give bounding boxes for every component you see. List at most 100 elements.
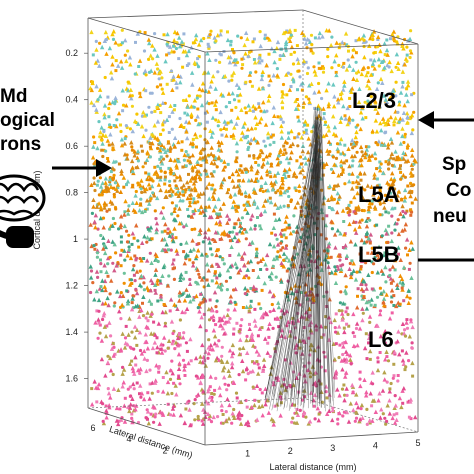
- neuron-point-l5a: [413, 159, 418, 164]
- neuron-point-l6: [207, 394, 213, 400]
- neuron-point-l5a: [100, 180, 105, 186]
- neuron-point-l5a: [375, 184, 379, 188]
- neuron-point-l5b: [113, 221, 117, 226]
- neuron-point-l5b: [383, 227, 388, 233]
- dendrite-line: [273, 150, 318, 397]
- neuron-point-l6: [408, 397, 414, 402]
- neuron-point-l5a: [393, 194, 397, 198]
- neuron-point-l23: [124, 58, 129, 64]
- neuron-point-l6: [410, 346, 414, 350]
- neuron-point-l5a: [215, 165, 219, 169]
- neuron-point-l5b: [192, 296, 196, 300]
- neuron-point-l5a: [278, 204, 283, 209]
- neuron-point-l5a: [335, 191, 340, 196]
- neuron-point-l6: [118, 407, 122, 411]
- neuron-point-l23: [97, 120, 101, 124]
- neuron-point-l6: [101, 317, 105, 322]
- neuron-point-l6: [354, 392, 359, 397]
- neuron-point-l5b: [375, 270, 380, 275]
- neuron-point-l6: [392, 374, 396, 378]
- neuron-point-l6: [145, 310, 150, 315]
- neuron-point-l5a: [260, 149, 265, 155]
- neuron-point-l5a: [252, 154, 256, 158]
- neuron-point-l5b: [404, 237, 410, 242]
- neuron-point-l5a: [240, 192, 243, 196]
- neuron-point-l5b: [138, 256, 142, 261]
- neuron-point-l23: [343, 114, 347, 118]
- neuron-point-l6: [376, 398, 381, 403]
- neuron-point-l6: [107, 320, 112, 325]
- neuron-point-l5b: [222, 233, 226, 237]
- neuron-point-l5b: [388, 268, 392, 272]
- neuron-point-l5a: [145, 152, 149, 156]
- dendrite-line: [277, 129, 321, 401]
- neuron-point-l5a: [176, 158, 181, 164]
- neuron-point-l5b: [198, 210, 203, 215]
- neuron-point-l5b: [394, 252, 400, 258]
- neuron-point-l23: [405, 53, 409, 57]
- neuron-point-l5a: [274, 191, 278, 195]
- neuron-point-l6: [260, 368, 266, 373]
- neuron-point-l6: [247, 326, 252, 332]
- neuron-point-l5b: [187, 214, 191, 218]
- neuron-point-l5b: [329, 270, 335, 275]
- neuron-point-l6: [259, 403, 265, 409]
- neuron-point-l23: [301, 100, 307, 105]
- neuron-point-l5a: [205, 141, 209, 145]
- neuron-point-l6: [101, 420, 107, 426]
- neuron-point-l5b: [108, 227, 112, 231]
- neuron-point-l6: [354, 416, 359, 420]
- neuron-point-l5a: [402, 140, 406, 145]
- neuron-point-l6: [168, 413, 173, 417]
- neuron-point-l6: [227, 348, 233, 353]
- neuron-point-l5a: [106, 157, 110, 160]
- neuron-point-l5b: [329, 255, 333, 259]
- neuron-point-l23: [309, 47, 314, 53]
- neuron-point-l6: [139, 391, 145, 396]
- neuron-point-l6: [240, 358, 245, 363]
- neuron-point-l5b: [217, 219, 223, 224]
- neuron-point-l5a: [255, 168, 260, 174]
- neuron-point-l23: [155, 102, 161, 107]
- neuron-point-l23: [305, 71, 310, 76]
- neuron-point-l23: [160, 76, 164, 80]
- neuron-point-l23: [152, 123, 157, 128]
- neuron-point-l6: [176, 366, 182, 372]
- neuron-point-l5b: [393, 228, 397, 232]
- neuron-point-l23: [280, 99, 285, 104]
- neuron-point-l5a: [98, 204, 104, 210]
- neuron-point-l6: [362, 377, 367, 382]
- neuron-point-l23: [268, 77, 273, 83]
- neuron-point-l5a: [286, 204, 290, 208]
- neuron-point-l5a: [409, 162, 415, 167]
- neuron-point-l5b: [347, 221, 352, 227]
- neuron-point-l6: [183, 374, 187, 377]
- neuron-point-l23: [209, 79, 214, 84]
- neuron-point-l23: [219, 53, 223, 57]
- neuron-point-l5b: [360, 306, 365, 311]
- neuron-point-l5b: [242, 285, 248, 291]
- neuron-point-l5b: [398, 211, 403, 216]
- neuron-point-l6: [268, 354, 272, 359]
- depth-axis-ticks: 0.20.40.60.811.21.41.6: [65, 48, 88, 384]
- neuron-point-l23: [385, 52, 390, 57]
- neuron-point-l6: [127, 316, 132, 321]
- neuron-point-l5b: [218, 274, 222, 278]
- neuron-point-l5b: [343, 288, 348, 293]
- neuron-point-l23: [119, 137, 125, 142]
- neuron-point-l5b: [260, 256, 266, 262]
- neuron-point-l5b: [96, 227, 100, 231]
- neuron-point-l5b: [255, 254, 259, 258]
- depth-tick-label: 1.4: [65, 327, 78, 337]
- neuron-point-l23: [176, 35, 182, 40]
- neuron-point-l5b: [245, 288, 250, 293]
- neuron-point-l5a: [192, 164, 198, 169]
- neuron-point-l5a: [103, 180, 108, 185]
- neuron-point-l6: [147, 396, 152, 401]
- neuron-point-l5b: [398, 302, 402, 306]
- neuron-point-l23: [400, 69, 406, 74]
- neuron-point-l6: [221, 413, 225, 416]
- neuron-point-l6: [182, 367, 187, 372]
- neuron-point-l5b: [111, 216, 115, 221]
- neuron-point-l5b: [240, 216, 244, 220]
